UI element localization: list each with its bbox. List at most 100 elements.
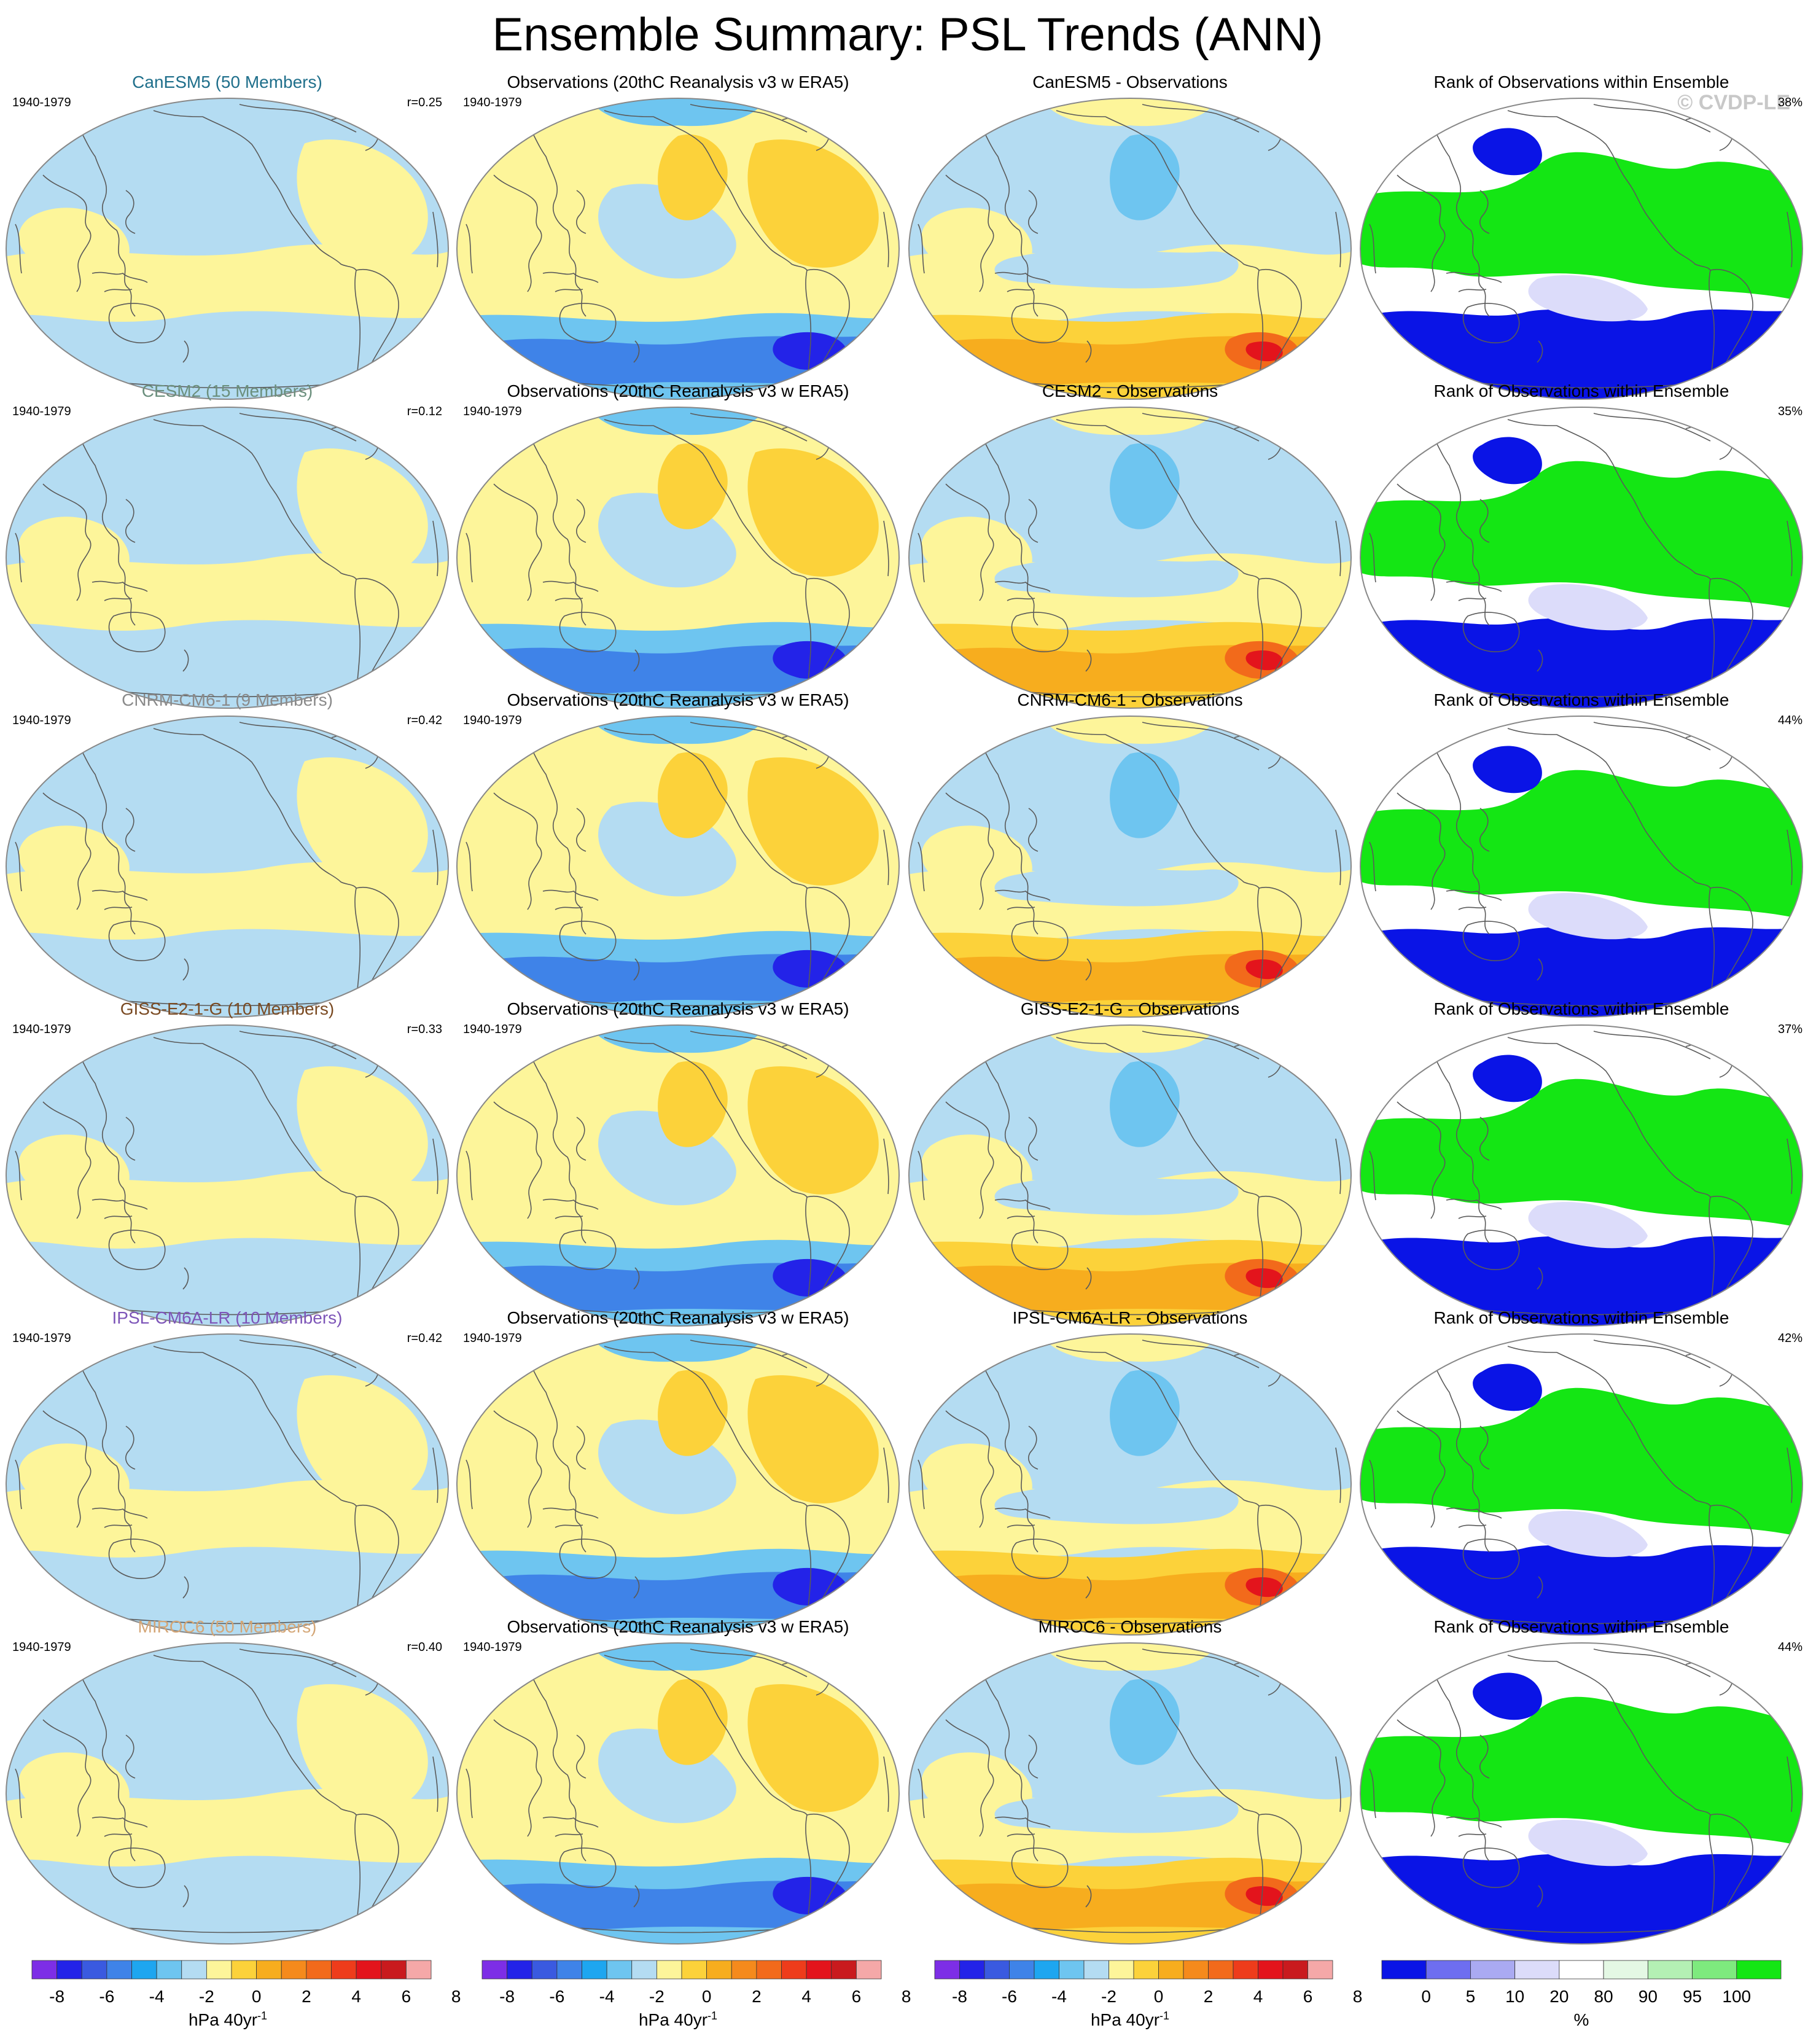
colorbar-swatch [1133, 1960, 1159, 1980]
colorbar-units-exponent: -1 [1159, 2010, 1169, 2022]
rank-low-region [1360, 309, 1802, 399]
colorbar-swatch [181, 1960, 207, 1980]
map-outline [908, 1642, 1352, 1945]
panel-title: Observations (20thC Reanalysis v3 w ERA5… [507, 72, 849, 92]
map-outline [456, 1642, 900, 1945]
colorbar-tick-label: 0 [1421, 1987, 1431, 2006]
map-outline [6, 716, 449, 1018]
map-panel-obs [456, 1024, 900, 1327]
panel-title: Rank of Observations within Ensemble [1434, 1308, 1729, 1327]
colorbar-tick-label: 2 [302, 1987, 311, 2006]
map-panel-rank [1360, 98, 1803, 400]
colorbar-tick-label: 2 [752, 1987, 762, 2006]
positive-difference-region [942, 1572, 1318, 1621]
colorbar-swatch [1559, 1960, 1604, 1980]
rank-high-region [1360, 1387, 1802, 1537]
map-outline [456, 1024, 900, 1327]
positive-difference-region [942, 336, 1318, 385]
rank-low-region [1473, 1055, 1542, 1102]
colorbar-tick-label: -4 [149, 1987, 165, 2006]
map-panel-model [6, 1642, 449, 1945]
colorbar-swatch [1736, 1960, 1782, 1980]
colorbar-tick-label: -8 [952, 1987, 967, 2006]
rank-low-region [1360, 1236, 1802, 1326]
positive-difference-core [1245, 1268, 1283, 1289]
pattern-correlation-label: r=0.40 [407, 1640, 442, 1654]
positive-trend-region [747, 1066, 879, 1195]
positive-trend-region [747, 139, 879, 268]
panel-title: CNRM-CM6-1 (9 Members) [122, 690, 333, 709]
panel-grid: CanESM5 (50 Members) 1940-1979 r=0.25 Obser… [6, 72, 1803, 1945]
colorbar-units: hPa 40yr-1 [189, 2010, 267, 2029]
colorbar-swatch [1307, 1960, 1333, 1980]
panel-title: IPSL-CM6A-LR - Observations [1013, 1308, 1248, 1327]
period-label: 1940-1979 [463, 1332, 522, 1345]
map-panel-rank [1360, 1024, 1803, 1327]
negative-trend-region [490, 336, 866, 385]
period-label: 1940-1979 [463, 1023, 522, 1036]
colorbar-tick-label: 10 [1505, 1987, 1524, 2006]
map-outline [456, 716, 900, 1018]
rank-mid-region [1528, 584, 1648, 631]
positive-difference-core [1245, 650, 1283, 671]
rank-low-region [1360, 927, 1802, 1017]
colorbar-swatch [1183, 1960, 1209, 1980]
positive-trend-region [297, 1375, 428, 1504]
map-panel-rank [1360, 407, 1803, 709]
positive-difference-region [1042, 1334, 1218, 1362]
positive-trend-region [297, 1684, 428, 1812]
negative-trend-region [590, 98, 766, 127]
colorbar-swatch [331, 1960, 357, 1980]
rank-low-region [1473, 746, 1542, 794]
map-outline [456, 407, 900, 709]
colorbar-swatch [1009, 1960, 1035, 1980]
positive-difference-core [1245, 959, 1283, 980]
colorbar-swatch [984, 1960, 1010, 1980]
colorbar-tick-label: 8 [1353, 1987, 1363, 2006]
colorbar-swatch [1208, 1960, 1234, 1980]
rank-low-region [1473, 1363, 1542, 1411]
colorbar-tick-label: 4 [351, 1987, 361, 2006]
positive-difference-region [1042, 1643, 1218, 1671]
map-outline [6, 407, 449, 709]
colorbar-swatch [855, 1960, 882, 1980]
colorbar-swatch [681, 1960, 707, 1980]
positive-trend-region [297, 448, 428, 577]
rank-mid-region [1528, 1511, 1648, 1558]
positive-trend-region [747, 1375, 879, 1504]
positive-trend-region [18, 208, 130, 278]
map-outline [1360, 1333, 1803, 1636]
period-label: 1940-1979 [463, 1640, 522, 1654]
rank-low-region [1360, 618, 1802, 708]
panel-title: Observations (20thC Reanalysis v3 w ERA5… [507, 1308, 849, 1327]
colorbar-swatch [1059, 1960, 1085, 1980]
colorbar-swatch [656, 1960, 682, 1980]
colorbar-swatch [1647, 1960, 1693, 1980]
colorbar-swatch [1514, 1960, 1560, 1980]
colorbar-tick-label: 0 [252, 1987, 262, 2006]
rank-mid-region [1528, 1202, 1648, 1249]
colorbar-swatch [806, 1960, 832, 1980]
pattern-correlation-label: r=0.25 [407, 96, 442, 109]
panel-title: GISS-E2-1-G (10 Members) [120, 999, 335, 1018]
positive-difference-region [942, 954, 1318, 1003]
negative-trend-region [590, 1643, 766, 1671]
negative-difference-region [994, 1485, 1239, 1524]
colorbar-tick-label: 95 [1683, 1987, 1702, 2006]
positive-difference-region [1042, 1025, 1218, 1053]
positive-difference-region [1042, 407, 1218, 435]
colorbar-tick-label: -2 [199, 1987, 214, 2006]
map-outline [6, 98, 449, 400]
colorbar-tick-label: -8 [49, 1987, 64, 2006]
colorbar-tick-label: 80 [1594, 1987, 1613, 2006]
positive-trend-region [297, 757, 428, 886]
map-outline [6, 1024, 449, 1327]
colorbar-tick-label: -6 [99, 1987, 114, 2006]
colorbar-swatch [831, 1960, 857, 1980]
colorbar-swatch [1034, 1960, 1059, 1980]
colorbar-swatch [756, 1960, 782, 1980]
map-panel-rank [1360, 1642, 1803, 1945]
map-panel-rank [1360, 1333, 1803, 1636]
negative-trend-region [490, 1572, 866, 1621]
